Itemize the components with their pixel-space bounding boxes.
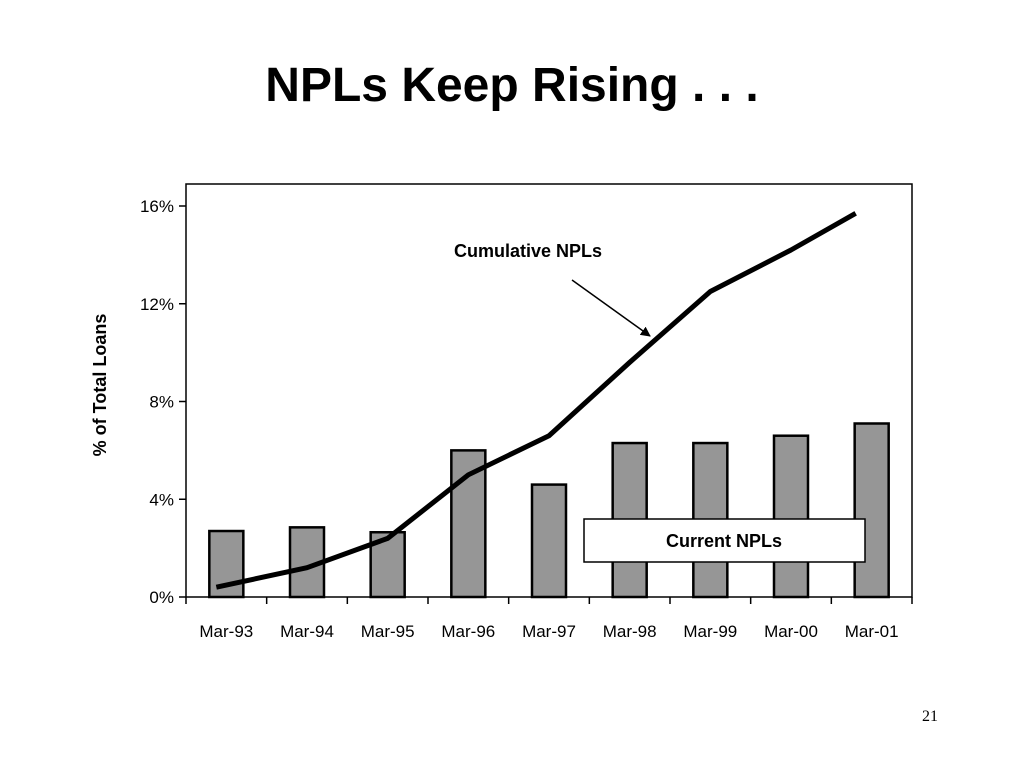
x-tick-label: Mar-95 bbox=[361, 622, 415, 641]
cumulative-npl-line bbox=[215, 211, 857, 590]
x-tick-label: Mar-00 bbox=[764, 622, 818, 641]
y-tick-label: 0% bbox=[149, 588, 174, 607]
slide-title: NPLs Keep Rising . . . bbox=[265, 59, 759, 112]
y-tick-label: 12% bbox=[140, 295, 174, 314]
x-tick-label: Mar-93 bbox=[199, 622, 253, 641]
x-tick-label: Mar-97 bbox=[522, 622, 576, 641]
bar-current-npl-mar-01 bbox=[853, 422, 890, 599]
annotation-cumulative-npls: Cumulative NPLs bbox=[454, 241, 602, 261]
annotation-arrow bbox=[571, 279, 651, 337]
bar-current-npl-mar-97 bbox=[530, 483, 568, 599]
plot-area-frame bbox=[185, 183, 913, 598]
y-tick-label: 16% bbox=[140, 197, 174, 216]
y-tick-label: 8% bbox=[149, 393, 174, 412]
x-tick-label: Mar-01 bbox=[845, 622, 899, 641]
annotation-current-npls: Current NPLs bbox=[666, 531, 782, 551]
x-tick-label: Mar-96 bbox=[441, 622, 495, 641]
x-tick-label: Mar-94 bbox=[280, 622, 334, 641]
y-tick-label: 4% bbox=[149, 490, 174, 509]
annotation-box-current-npls bbox=[583, 518, 866, 563]
x-tick-label: Mar-99 bbox=[683, 622, 737, 641]
x-tick-label: Mar-98 bbox=[603, 622, 657, 641]
page-number: 21 bbox=[922, 708, 938, 725]
y-axis-title: % of Total Loans bbox=[90, 314, 110, 457]
bar-current-npl-mar-00 bbox=[772, 434, 810, 599]
